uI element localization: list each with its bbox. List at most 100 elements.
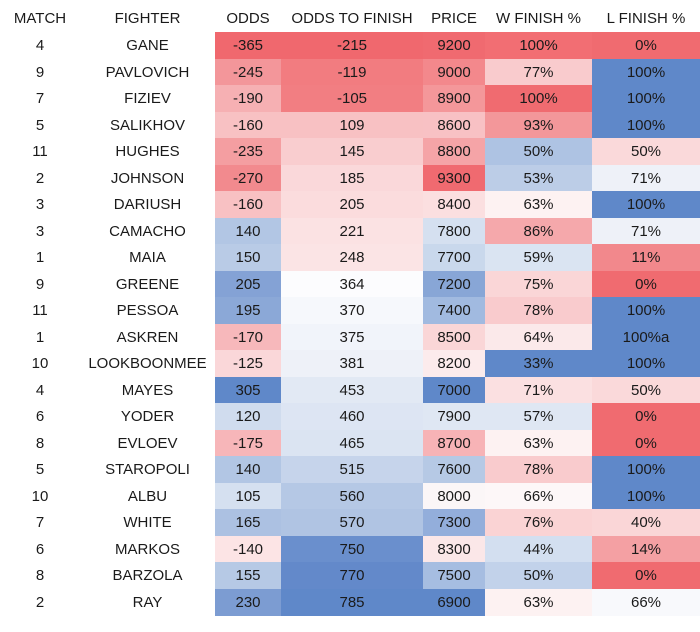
cell-price: 7900: [423, 403, 485, 431]
cell-fighter: STAROPOLI: [105, 461, 190, 479]
cell-match: 8: [35, 567, 45, 585]
cell-odds-to-finish: 453: [281, 376, 423, 404]
cell-odds: -235: [215, 138, 281, 166]
cell-w-finish-pct: 63%: [485, 588, 592, 616]
cell-match: 4: [35, 381, 45, 399]
cell-match: 1: [35, 249, 45, 267]
cell-fighter: PAVLOVICH: [105, 63, 190, 81]
cell-l-finish-pct: 66%: [592, 588, 700, 616]
cell-match: 11: [32, 143, 48, 161]
cell-price: 9200: [423, 32, 485, 60]
cell-odds: -160: [215, 111, 281, 139]
cell-fighter: HUGHES: [115, 143, 180, 161]
cell-l-finish-pct: 0%: [592, 403, 700, 431]
cell-l-finish-pct: 14%: [592, 535, 700, 563]
cell-odds: -245: [215, 58, 281, 86]
cell-odds-to-finish: 205: [281, 191, 423, 219]
cell-odds-to-finish: 750: [281, 535, 423, 563]
cell-l-finish-pct: 100%: [592, 350, 700, 378]
cell-fighter: ALBU: [127, 487, 168, 505]
cell-odds: -170: [215, 323, 281, 351]
cell-fighter: DARIUSH: [113, 196, 182, 214]
cell-odds-to-finish: 248: [281, 244, 423, 272]
cell-w-finish-pct: 100%: [485, 32, 592, 60]
cell-match: 6: [35, 540, 45, 558]
cell-match: 7: [35, 514, 45, 532]
cell-match: 5: [35, 116, 45, 134]
cell-odds-to-finish: 570: [281, 509, 423, 537]
cell-match: 7: [35, 90, 45, 108]
cell-fighter: GANE: [126, 37, 169, 55]
cell-l-finish-pct: 71%: [592, 164, 700, 192]
cell-w-finish-pct: 86%: [485, 217, 592, 245]
cell-w-finish-pct: 71%: [485, 376, 592, 404]
cell-price: 8400: [423, 191, 485, 219]
cell-l-finish-pct: 100%: [592, 111, 700, 139]
cell-odds-to-finish: -215: [281, 32, 423, 60]
cell-match: 9: [35, 63, 45, 81]
cell-price: 9000: [423, 58, 485, 86]
cell-odds-to-finish: -119: [281, 58, 423, 86]
cell-odds: -140: [215, 535, 281, 563]
cell-w-finish-pct: 33%: [485, 350, 592, 378]
cell-price: 7700: [423, 244, 485, 272]
cell-l-finish-pct: 11%: [592, 244, 700, 272]
cell-w-finish-pct: 77%: [485, 58, 592, 86]
cell-odds-to-finish: 185: [281, 164, 423, 192]
cell-price: 7300: [423, 509, 485, 537]
cell-odds: 205: [215, 270, 281, 298]
cell-price: 7000: [423, 376, 485, 404]
cell-price: 8300: [423, 535, 485, 563]
header-odds-to-finish: ODDS TO FINISH: [291, 9, 413, 27]
header-match: MATCH: [13, 9, 67, 27]
header-l-finish-pct: L FINISH %: [606, 9, 686, 27]
cell-fighter: SALIKHOV: [109, 116, 186, 134]
cell-w-finish-pct: 75%: [485, 270, 592, 298]
cell-odds: 195: [215, 297, 281, 325]
cell-w-finish-pct: 93%: [485, 111, 592, 139]
cell-w-finish-pct: 76%: [485, 509, 592, 537]
cell-odds: -190: [215, 85, 281, 113]
cell-odds: 140: [215, 456, 281, 484]
header-price: PRICE: [431, 9, 477, 27]
cell-w-finish-pct: 100%: [485, 85, 592, 113]
cell-odds-to-finish: 770: [281, 562, 423, 590]
cell-match: 10: [31, 355, 49, 373]
cell-price: 9300: [423, 164, 485, 192]
cell-w-finish-pct: 44%: [485, 535, 592, 563]
cell-w-finish-pct: 63%: [485, 191, 592, 219]
cell-odds-to-finish: 460: [281, 403, 423, 431]
cell-fighter: MAYES: [121, 381, 174, 399]
header-fighter: FIGHTER: [114, 9, 181, 27]
cell-match: 3: [35, 222, 45, 240]
cell-l-finish-pct: 100%: [592, 58, 700, 86]
cell-odds-to-finish: 364: [281, 270, 423, 298]
cell-odds: -175: [215, 429, 281, 457]
cell-odds: 165: [215, 509, 281, 537]
cell-price: 6900: [423, 588, 485, 616]
cell-fighter: EVLOEV: [117, 434, 178, 452]
cell-odds: 140: [215, 217, 281, 245]
cell-match: 2: [35, 593, 45, 611]
cell-l-finish-pct: 100%: [592, 456, 700, 484]
cell-match: 1: [35, 328, 45, 346]
cell-odds-to-finish: 785: [281, 588, 423, 616]
cell-match: 10: [31, 487, 49, 505]
cell-price: 8200: [423, 350, 485, 378]
cell-match: 4: [35, 37, 45, 55]
cell-price: 8700: [423, 429, 485, 457]
cell-fighter: YODER: [120, 408, 175, 426]
cell-w-finish-pct: 53%: [485, 164, 592, 192]
cell-l-finish-pct: 0%: [592, 270, 700, 298]
cell-fighter: BARZOLA: [112, 567, 183, 585]
cell-match: 9: [35, 275, 45, 293]
cell-price: 7200: [423, 270, 485, 298]
cell-price: 8800: [423, 138, 485, 166]
cell-w-finish-pct: 50%: [485, 138, 592, 166]
header-w-finish-pct: W FINISH %: [496, 9, 581, 27]
cell-odds-to-finish: 375: [281, 323, 423, 351]
cell-odds: -160: [215, 191, 281, 219]
cell-price: 7800: [423, 217, 485, 245]
cell-price: 8500: [423, 323, 485, 351]
cell-match: 3: [35, 196, 45, 214]
